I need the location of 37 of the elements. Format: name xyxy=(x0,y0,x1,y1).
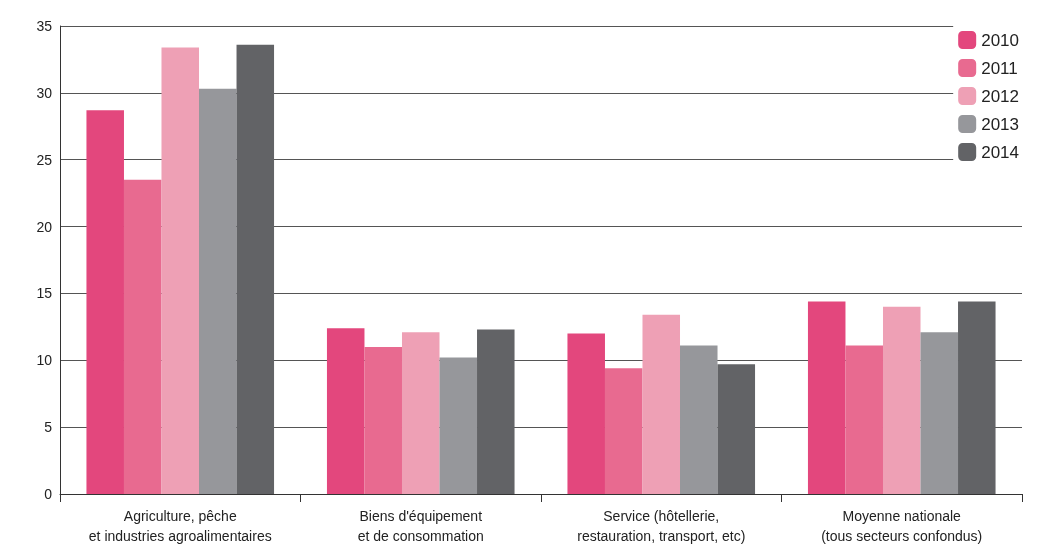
x-tick-label: Service (hôtellerie, restauration, transport, etc) xyxy=(577,508,746,544)
y-tick-label: 15 xyxy=(36,285,53,302)
bar xyxy=(199,88,237,494)
bar xyxy=(717,364,756,494)
legend-label: 2011 xyxy=(981,58,1018,78)
bar xyxy=(364,346,402,494)
y-tick-label: 20 xyxy=(36,218,53,235)
bar xyxy=(680,345,718,494)
bar xyxy=(477,329,515,494)
bar xyxy=(326,328,365,494)
legend-label: 2012 xyxy=(981,86,1020,106)
bar xyxy=(123,179,162,494)
bar xyxy=(567,333,605,494)
bar xyxy=(845,345,883,494)
legend-label: 2013 xyxy=(981,114,1020,134)
bar xyxy=(958,301,996,494)
bar xyxy=(920,332,959,494)
x-tick-label: Agriculture, pêche et industries agroalimentaires xyxy=(88,508,272,544)
y-tick-label: 30 xyxy=(36,84,53,101)
bar xyxy=(882,306,921,494)
bar xyxy=(807,301,846,494)
bar xyxy=(236,44,275,494)
legend-label: 2010 xyxy=(981,30,1020,50)
y-tick-label: 0 xyxy=(44,486,53,502)
bar xyxy=(161,47,200,494)
x-tick-label: Moyenne nationale (tous secteurs confondus) xyxy=(821,508,983,544)
legend-label: 2014 xyxy=(981,142,1020,162)
y-tick-label: 25 xyxy=(36,151,53,168)
y-tick-label: 10 xyxy=(36,352,53,369)
bar xyxy=(604,368,643,494)
bar xyxy=(439,357,478,494)
y-tick-label: 35 xyxy=(36,18,53,34)
bar xyxy=(401,332,440,494)
x-tick-label: Biens d'équipement et de consommation xyxy=(357,508,484,544)
bar xyxy=(86,110,124,494)
y-tick-label: 5 xyxy=(44,419,53,436)
bar xyxy=(642,314,681,494)
